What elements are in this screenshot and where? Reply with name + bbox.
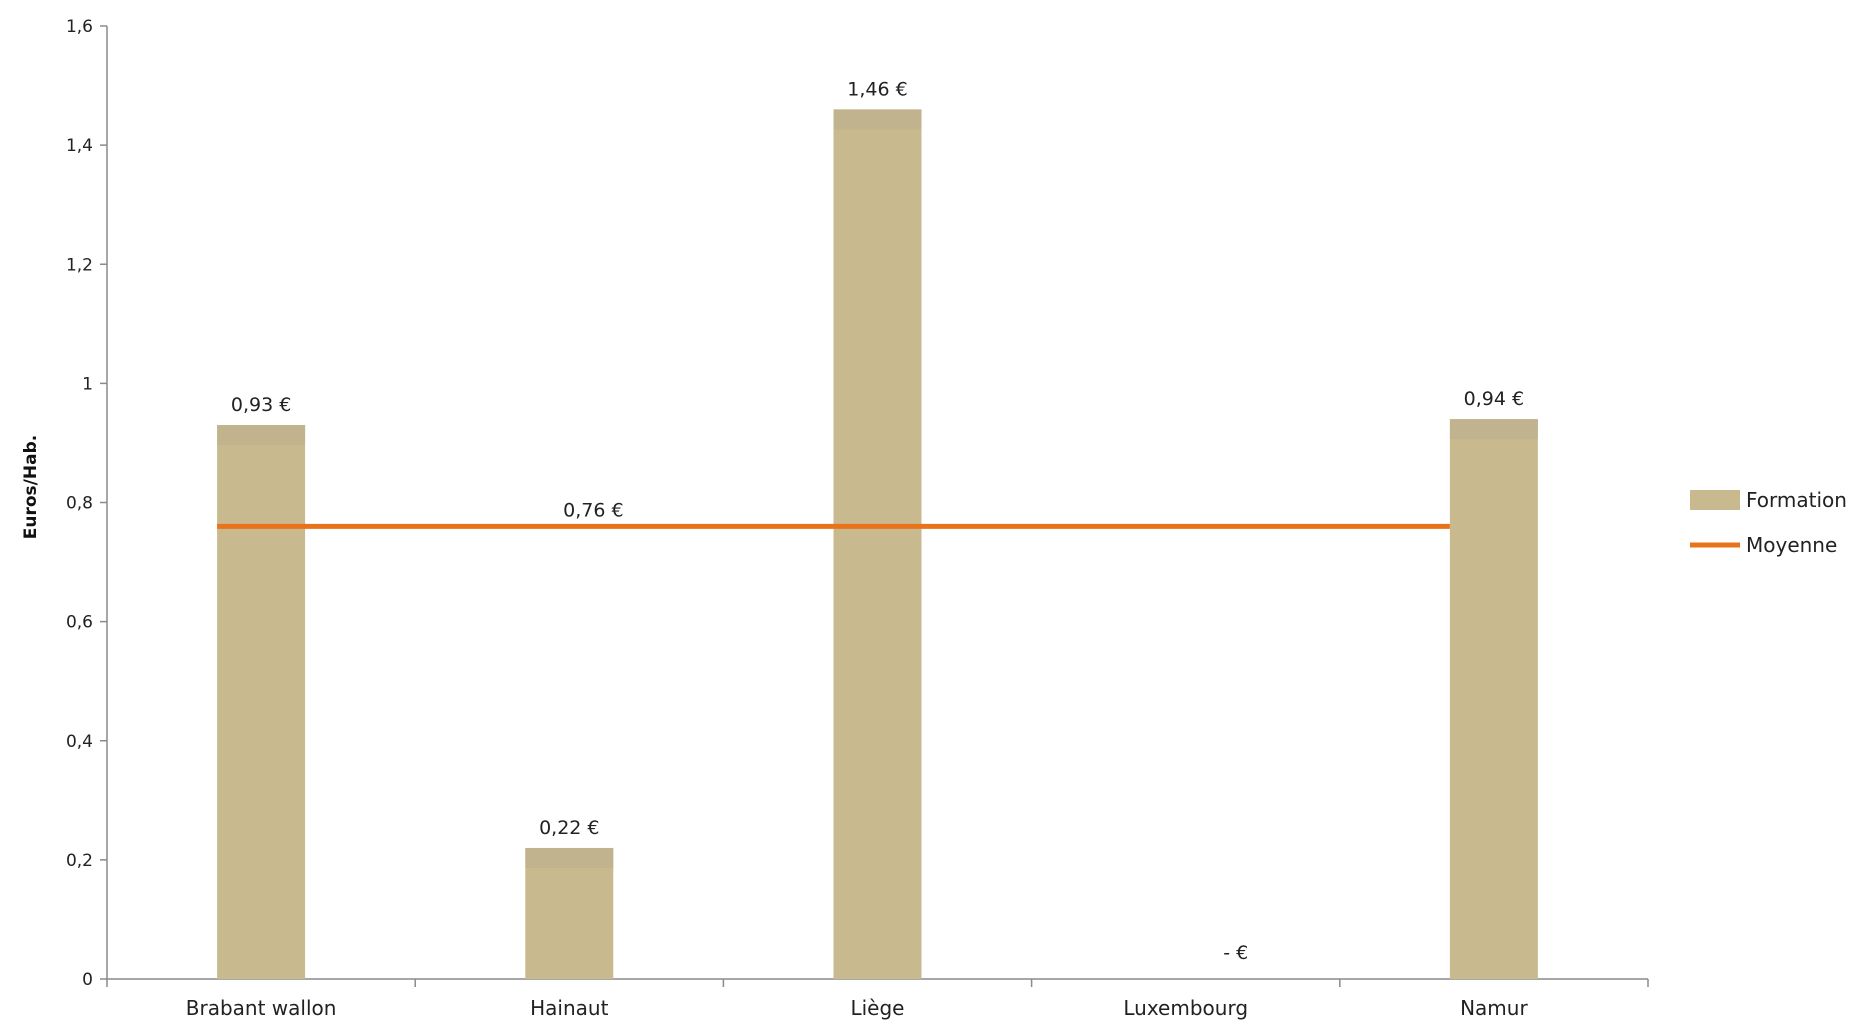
y-tick-label: 0,6 — [66, 613, 93, 633]
bar-data-label: 0,22 € — [539, 817, 599, 839]
x-tick-label: Luxembourg — [1123, 996, 1248, 1020]
y-tick-label: 0,4 — [66, 732, 93, 752]
y-tick-label: 0,2 — [66, 851, 93, 871]
bar-data-label: 1,46 € — [847, 78, 907, 100]
bar-data-label: - € — [1223, 942, 1248, 964]
legend-label-formation: Formation — [1746, 488, 1847, 512]
x-tick-label: Brabant wallon — [186, 996, 337, 1020]
bar — [217, 425, 306, 980]
bars — [217, 109, 1538, 980]
y-tick-label: 0,8 — [66, 494, 93, 514]
bar-top-shade — [217, 425, 306, 446]
bar-data-label: 0,93 € — [231, 394, 291, 416]
bar-top-shade — [525, 847, 614, 868]
legend-swatch-formation — [1690, 490, 1740, 510]
y-tick-label: 1,2 — [66, 255, 93, 275]
y-tick-label: 1 — [82, 374, 93, 394]
bar — [1449, 419, 1538, 979]
y-axis-label: Euros/Hab. — [21, 435, 41, 539]
x-tick-label: Namur — [1460, 996, 1528, 1020]
y-tick-label: 1,4 — [66, 136, 93, 156]
bar-data-label: 0,94 € — [1464, 388, 1524, 410]
y-tick-label: 1,6 — [66, 17, 93, 37]
x-tick-label: Liège — [850, 996, 904, 1020]
bar-top-shade — [833, 109, 922, 130]
bar — [833, 109, 922, 979]
x-tick-label: Hainaut — [530, 996, 608, 1020]
legend-label-moyenne: Moyenne — [1746, 533, 1837, 557]
data-labels: 0,93 € 0,22 € 1,46 € - € 0,94 € 0,76 € — [231, 78, 1524, 964]
bar — [525, 847, 614, 979]
bar-top-shade — [1449, 419, 1538, 440]
axes: 0 0,2 0,4 0,6 0,8 1 1,2 1,4 1,6 Brabant wallon Hai… — [66, 17, 1649, 1020]
average-line-label: 0,76 € — [563, 499, 623, 521]
y-tick-label: 0 — [82, 970, 93, 990]
legend: Formation Moyenne — [1690, 488, 1847, 557]
